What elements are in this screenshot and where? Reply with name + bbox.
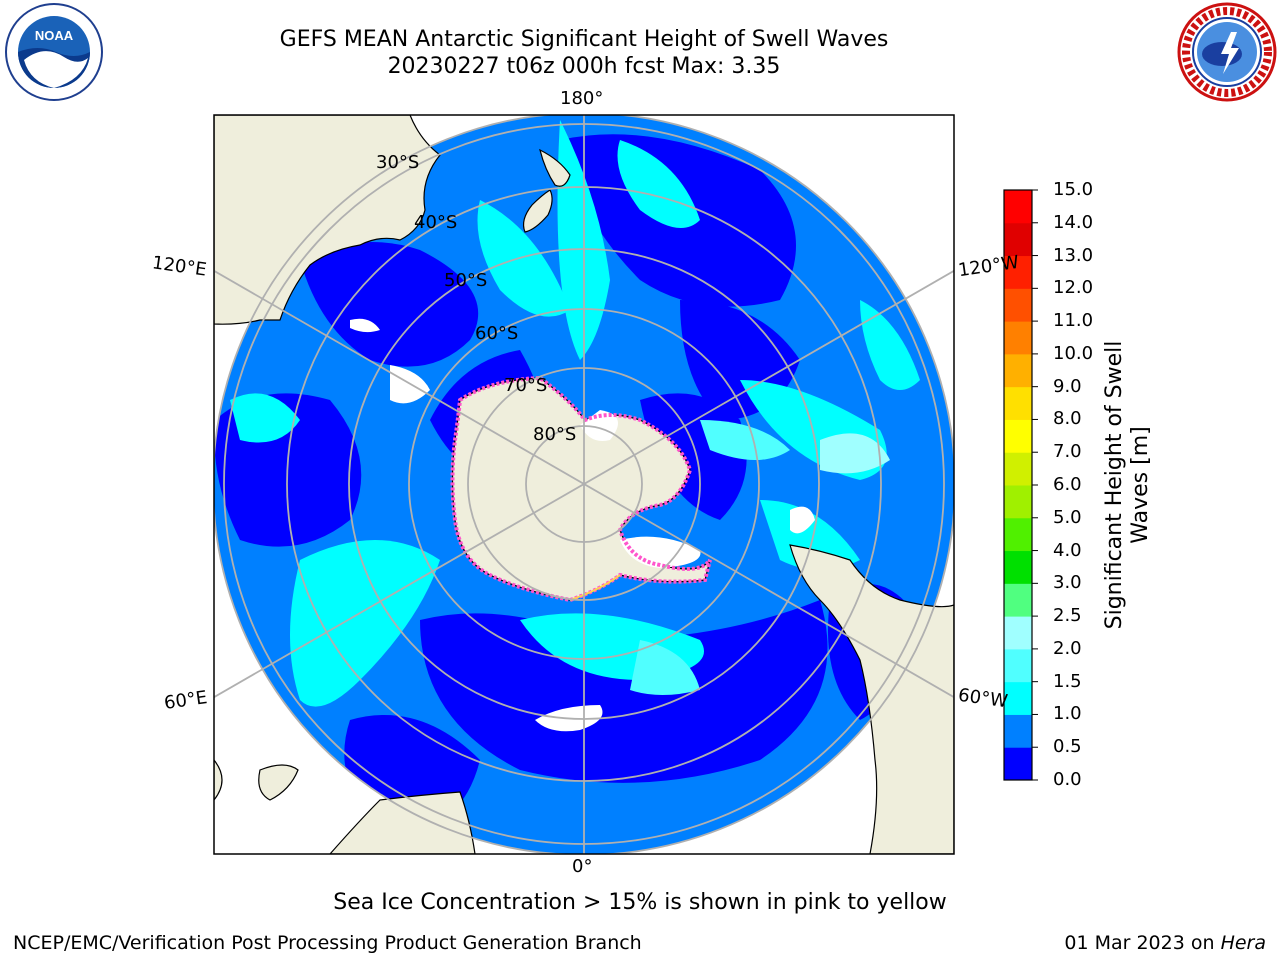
colorbar-tick-label: 9.0 <box>1053 375 1082 397</box>
lon-label-180: 180° <box>560 88 604 109</box>
colorbar-segment <box>1004 419 1032 453</box>
colorbar-segment <box>1004 714 1032 748</box>
colorbar-tick-label: 12.0 <box>1053 277 1094 299</box>
lat-label-60s: 60°S <box>475 323 519 344</box>
colorbar-tick-label: 15.0 <box>1053 179 1094 200</box>
chart-subtitle: 20230227 t06z 000h fcst Max: 3.35 <box>387 54 781 79</box>
chart-title: GEFS MEAN Antarctic Significant Height o… <box>279 27 889 52</box>
colorbar-tick-label: 10.0 <box>1053 342 1094 364</box>
colorbar-tick-label: 11.0 <box>1053 310 1094 332</box>
colorbar-segment <box>1004 681 1032 715</box>
noaa-logo-icon: NOAA <box>5 3 103 101</box>
footer-date-text: 01 Mar 2023 on <box>1064 932 1221 954</box>
colorbar-tick-label: 5.0 <box>1053 506 1082 528</box>
lat-label-80s: 80°S <box>533 424 577 445</box>
nws-logo-icon <box>1177 2 1277 102</box>
colorbar-segment <box>1004 648 1032 683</box>
footer-credit: NCEP/EMC/Verification Post Processing Pr… <box>13 932 642 954</box>
colorbar-segment <box>1004 550 1032 584</box>
colorbar-segment <box>1004 353 1032 388</box>
sea-ice-edge <box>450 375 712 603</box>
colorbar <box>1003 189 1038 781</box>
graticule <box>214 115 954 854</box>
lon-label-0: 0° <box>572 856 593 877</box>
lat-label-40s: 40°S <box>414 212 458 233</box>
colorbar-tick-label: 6.0 <box>1053 474 1082 495</box>
colorbar-segment <box>1004 386 1032 420</box>
colorbar-segment <box>1004 222 1032 257</box>
colorbar-segment <box>1004 190 1032 224</box>
noaa-logo-text: NOAA <box>35 28 74 43</box>
footer-date: 01 Mar 2023 on Hera <box>1064 932 1266 954</box>
colorbar-title-line1: Significant Height of Swell <box>1102 340 1127 630</box>
sea-ice-note: Sea Ice Concentration > 15% is shown in … <box>333 890 947 915</box>
colorbar-tick-label: 7.0 <box>1053 441 1082 463</box>
footer-host: Hera <box>1220 932 1266 954</box>
colorbar-tick-label: 4.0 <box>1053 539 1082 561</box>
colorbar-title: Significant Height of Swell Waves [m] <box>1102 341 1154 630</box>
sea-ice-edge-yellow <box>569 574 621 601</box>
colorbar-tick-label: 8.0 <box>1053 408 1082 430</box>
colorbar-tick-label: 0.5 <box>1053 736 1082 758</box>
colorbar-tick-label: 1.5 <box>1053 670 1082 692</box>
colorbar-segment <box>1004 485 1032 519</box>
colorbar-title-line2: Waves [m] <box>1128 426 1153 544</box>
colorbar-tick-label: 2.0 <box>1053 637 1082 659</box>
colorbar-tick-label: 1.0 <box>1053 703 1082 725</box>
colorbar-tick-label: 2.5 <box>1053 605 1082 627</box>
colorbar-tick-label: 3.0 <box>1053 572 1082 594</box>
colorbar-tick-label: 14.0 <box>1053 211 1094 233</box>
lat-label-30s: 30°S <box>376 152 420 173</box>
colorbar-segment <box>1004 288 1032 322</box>
colorbar-segment <box>1004 616 1032 650</box>
colorbar-segment <box>1004 747 1032 781</box>
colorbar-segment <box>1004 517 1032 552</box>
colorbar-tick-label: 0.0 <box>1053 769 1082 790</box>
colorbar-segment <box>1004 321 1032 355</box>
lat-label-70s: 70°S <box>504 375 548 396</box>
colorbar-segment <box>1004 583 1032 617</box>
colorbar-tick-label: 13.0 <box>1053 244 1094 266</box>
sea-ice-areas <box>350 318 815 732</box>
map-frame <box>213 114 955 855</box>
colorbar-segment <box>1004 255 1032 289</box>
lat-label-50s: 50°S <box>444 270 488 291</box>
colorbar-segment <box>1004 452 1032 486</box>
